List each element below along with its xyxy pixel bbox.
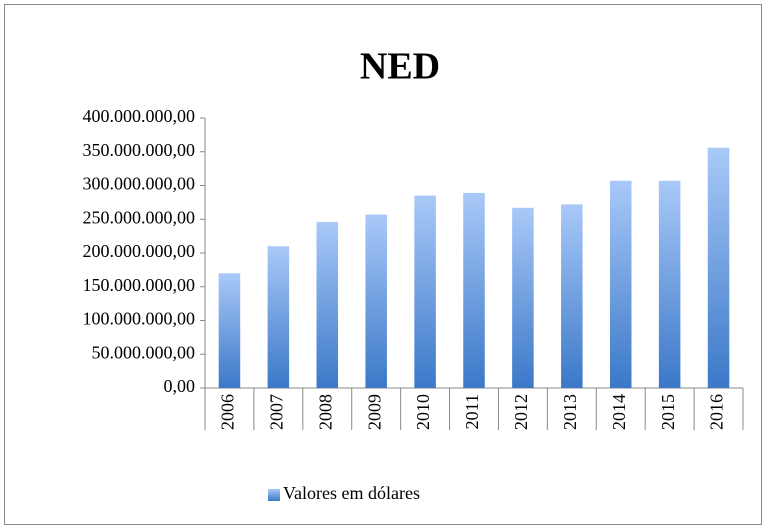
x-tick-label: 2006 bbox=[218, 394, 238, 430]
x-tick-label: 2014 bbox=[609, 394, 629, 430]
bar bbox=[316, 221, 339, 388]
y-tick-label: 400.000.000,00 bbox=[83, 106, 196, 126]
x-tick-label: 2013 bbox=[560, 394, 580, 430]
bar bbox=[414, 195, 436, 388]
y-tick-label: 0,00 bbox=[164, 376, 196, 396]
x-tick-label: 2010 bbox=[413, 394, 433, 430]
x-tick-label: 2009 bbox=[364, 394, 384, 430]
y-tick-label: 200.000.000,00 bbox=[83, 241, 196, 261]
y-tick-label: 150.000.000,00 bbox=[83, 275, 196, 295]
chart-title: NED bbox=[360, 46, 440, 88]
bar bbox=[218, 273, 241, 388]
bar bbox=[658, 180, 681, 388]
y-tick-label: 50.000.000,00 bbox=[92, 342, 196, 362]
x-tick-label: 2008 bbox=[315, 394, 335, 430]
legend-label: Valores em dólares bbox=[283, 483, 420, 503]
x-tick-label: 2011 bbox=[462, 394, 482, 429]
y-tick-label: 350.000.000,00 bbox=[83, 140, 196, 160]
x-tick-label: 2015 bbox=[658, 394, 678, 430]
bar bbox=[707, 147, 730, 388]
legend-swatch bbox=[268, 489, 280, 501]
x-tick-label: 2016 bbox=[707, 394, 727, 430]
bar bbox=[609, 180, 632, 388]
x-tick-label: 2007 bbox=[266, 394, 286, 430]
y-tick-label: 250.000.000,00 bbox=[83, 207, 196, 227]
bar bbox=[365, 214, 387, 388]
bar bbox=[463, 192, 485, 388]
bar bbox=[561, 204, 583, 388]
bar bbox=[512, 207, 534, 388]
y-tick-label: 100.000.000,00 bbox=[83, 309, 196, 329]
bar bbox=[267, 246, 290, 388]
x-tick-label: 2012 bbox=[511, 394, 531, 430]
y-tick-label: 300.000.000,00 bbox=[83, 174, 196, 194]
